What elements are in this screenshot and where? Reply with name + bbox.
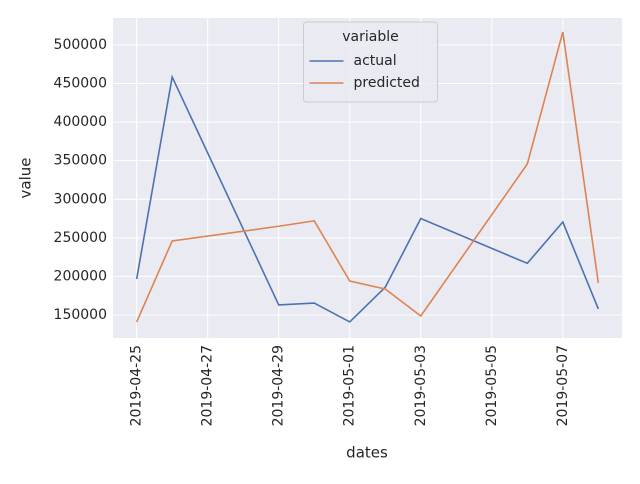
x-tick-label: 2019-05-07 bbox=[555, 345, 571, 426]
y-tick-label: 500000 bbox=[54, 37, 107, 53]
legend-label: actual bbox=[354, 53, 397, 69]
x-tick-label: 2019-05-01 bbox=[342, 345, 358, 426]
x-tick-label: 2019-04-27 bbox=[200, 345, 216, 426]
series-line bbox=[135, 74, 600, 323]
series-line bbox=[135, 31, 600, 323]
y-tick-label: 300000 bbox=[54, 191, 107, 207]
y-axis-label: value bbox=[17, 158, 35, 199]
y-tick-label: 200000 bbox=[54, 268, 107, 284]
legend-box bbox=[303, 21, 438, 103]
x-tick-label: 2019-04-29 bbox=[271, 345, 287, 426]
legend-title: variable bbox=[342, 29, 398, 45]
x-tick-label: 2019-05-03 bbox=[413, 345, 429, 426]
legend-label: predicted bbox=[354, 75, 420, 91]
x-tick-label: 2019-04-25 bbox=[129, 345, 145, 426]
y-tick-label: 150000 bbox=[54, 307, 107, 323]
x-axis-label: dates bbox=[346, 444, 388, 462]
y-tick-label: 450000 bbox=[54, 76, 107, 92]
y-tick-label: 250000 bbox=[54, 230, 107, 246]
y-tick-label: 350000 bbox=[54, 153, 107, 169]
y-tick-label: 400000 bbox=[54, 114, 107, 130]
x-tick-label: 2019-05-05 bbox=[484, 345, 500, 426]
